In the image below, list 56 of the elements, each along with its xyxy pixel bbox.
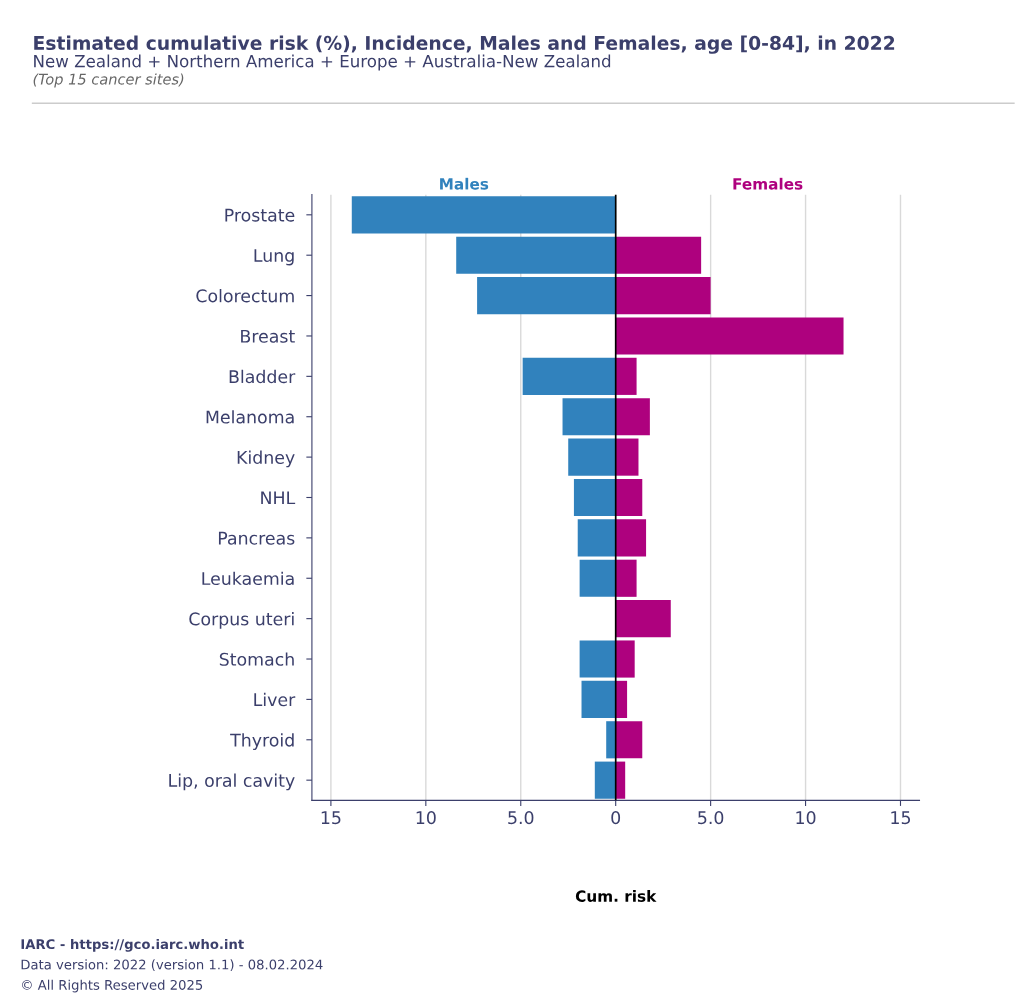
text: Data version: 2022 (version 1.1) - 08.02.2024 [21,959,323,972]
bar [615,398,650,436]
y-tick-label: Lip, oral cavity [169,773,295,791]
text: © All Rights Reserved 2025 [22,979,203,993]
bar [615,277,711,315]
bar [615,478,643,517]
y-tick-label: Leukaemia [202,571,294,586]
y-tick-label: Pancreas [218,531,295,545]
x-tick-label: 10 [416,811,436,825]
y-tick-label: Kidney [237,450,295,468]
y-tick-label: Liver [254,692,296,707]
bar [456,236,616,274]
bar [579,640,616,678]
y-tick-label: Melanoma [206,410,294,424]
bar [577,519,616,557]
bar [477,277,616,315]
x-tick-label: 15 [321,811,341,825]
y-tick-label: Breast [241,329,295,343]
bar [351,196,616,234]
bar [615,317,844,355]
bar [615,438,639,476]
y-tick-label: Lung [254,249,294,266]
text: IARC - https://gco.iarc.who.int [21,938,244,952]
y-tick-label: NHL [261,491,296,505]
x-tick-label: 5.0 [698,811,724,825]
bar [594,761,616,799]
bar [579,559,616,597]
bar [568,438,616,476]
bar [615,600,671,638]
text: (Top 15 cancer sites) [33,73,184,88]
bar [522,357,616,395]
bar [615,721,643,759]
bar [562,398,616,436]
bar [615,640,635,678]
y-tick-label: Colorectum [196,288,294,303]
bar [615,236,702,274]
bar [615,559,637,597]
chart-subtitle: New Zealand + Northern America + Europe + Australia-New Zealand [34,54,611,71]
bar [606,721,616,759]
bar [615,519,647,557]
x-tick-label: 15 [891,811,911,825]
chart-title: Estimated cumulative risk (%), Incidence, Males and Females, age [0-84], in 2022 [34,35,895,54]
text: Females [733,177,803,190]
y-tick-label: Stomach [219,652,294,666]
x-tick-label: 0 [611,811,621,825]
bar [573,478,616,517]
y-tick-label: Thyroid [230,733,294,750]
x-axis-title: Cum. risk [575,890,657,902]
y-tick-label: Corpus uteri [189,612,294,629]
x-tick-label: 10 [796,811,816,825]
bar [615,357,637,395]
bar [581,680,616,718]
x-tick-label: 5.0 [508,811,534,825]
y-tick-label: Prostate [225,208,295,222]
series-label: Males [440,177,489,190]
y-tick-label: Bladder [229,369,296,384]
